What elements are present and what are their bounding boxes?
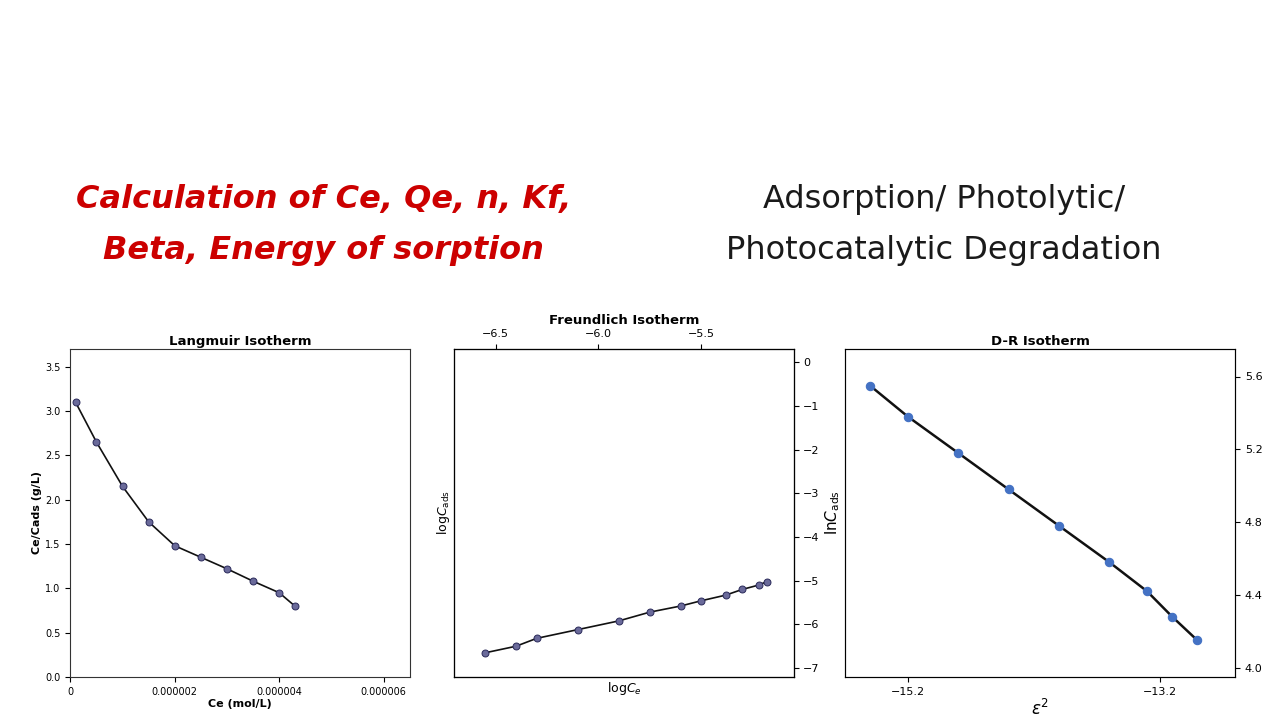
Title: Langmuir Isotherm: Langmuir Isotherm (169, 335, 311, 348)
X-axis label: $\mathit{\epsilon}^2$: $\mathit{\epsilon}^2$ (1030, 699, 1050, 719)
Y-axis label: Ce/Cads (g/L): Ce/Cads (g/L) (32, 472, 42, 554)
Text: Langmuir, Freundlich, DR Isotherm Models: Langmuir, Freundlich, DR Isotherm Models (201, 42, 1085, 84)
Text: Adsorption/ Photolytic/
Photocatalytic Degradation: Adsorption/ Photolytic/ Photocatalytic D… (726, 184, 1162, 266)
Title: Freundlich Isotherm: Freundlich Isotherm (549, 314, 699, 327)
X-axis label: Ce (mol/L): Ce (mol/L) (209, 699, 271, 709)
Text: Calculation of Ce, Qe, n, Kf,
Beta, Energy of sorption: Calculation of Ce, Qe, n, Kf, Beta, Ener… (76, 184, 571, 266)
Title: D-R Isotherm: D-R Isotherm (991, 335, 1089, 348)
X-axis label: $\mathrm{log}C_e$: $\mathrm{log}C_e$ (607, 680, 641, 696)
Y-axis label: $\mathrm{log}C_{\mathrm{ads}}$: $\mathrm{log}C_{\mathrm{ads}}$ (435, 490, 452, 536)
Y-axis label: $\mathrm{ln}C_{\mathrm{ads}}$: $\mathrm{ln}C_{\mathrm{ads}}$ (823, 490, 842, 536)
